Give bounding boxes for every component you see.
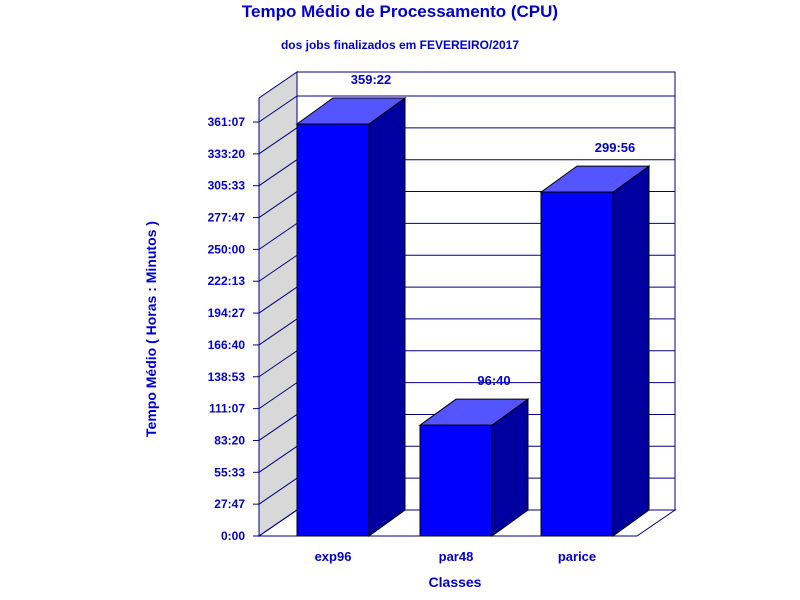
grid-line-side	[258, 191, 298, 218]
y-tick-label: 27:47	[214, 497, 245, 511]
grid-line-side	[258, 318, 298, 346]
side-wall	[258, 71, 298, 537]
grid-line-side	[258, 286, 298, 314]
x-tick-label: exp96	[315, 549, 352, 564]
grid-line-side	[258, 414, 298, 441]
y-tick-label: 361:07	[208, 115, 246, 129]
data-label: 359:22	[351, 72, 391, 87]
y-tick-label: 250:00	[208, 242, 246, 256]
grid-line-side	[258, 350, 298, 378]
bar-front	[296, 123, 370, 537]
grid-line-side	[258, 159, 298, 187]
grid-line-side	[258, 477, 298, 505]
y-tick-label: 111:07	[209, 402, 245, 416]
data-label: 96:40	[477, 373, 510, 388]
grid-line-side	[258, 95, 298, 123]
grid-line-side	[258, 127, 298, 155]
y-tick-label: 55:33	[214, 465, 245, 479]
y-tick-label: 138:53	[208, 370, 246, 384]
data-label: 299:56	[595, 140, 635, 155]
grid-line-side	[258, 509, 298, 537]
y-tick-label: 0:00	[221, 529, 245, 543]
grid-line-side	[258, 445, 298, 473]
bar	[539, 165, 651, 537]
bar-front	[419, 424, 493, 537]
x-tick-label: par48	[439, 549, 474, 564]
grid-line-side	[258, 222, 298, 250]
bar-front	[540, 191, 614, 537]
y-tick-label: 166:40	[208, 338, 246, 352]
chart-title: Tempo Médio de Processamento (CPU)	[242, 2, 558, 21]
y-axis-label: Tempo Médio ( Horas : Minutos )	[143, 221, 159, 437]
bar-side	[368, 97, 406, 537]
y-tick-label: 277:47	[208, 211, 246, 225]
bar-side	[612, 165, 650, 537]
y-tick-label: 305:33	[208, 179, 246, 193]
chart-subtitle: dos jobs finalizados em FEVEREIRO/2017	[281, 38, 519, 52]
y-tick-label: 194:27	[208, 306, 246, 320]
grid-line-side	[258, 382, 298, 410]
bar	[418, 398, 530, 537]
x-tick-label: parice	[558, 549, 596, 564]
y-tick-label: 83:20	[214, 433, 245, 447]
grid-line-side	[258, 254, 298, 282]
bar	[295, 97, 407, 537]
y-tick-label: 222:13	[208, 274, 246, 288]
y-tick-label: 333:20	[208, 147, 246, 161]
x-axis-label: Classes	[429, 574, 482, 590]
plot-area: 0:00 27:47 55:33 83:20 111:07 138:53 166:40 194…	[208, 71, 677, 564]
